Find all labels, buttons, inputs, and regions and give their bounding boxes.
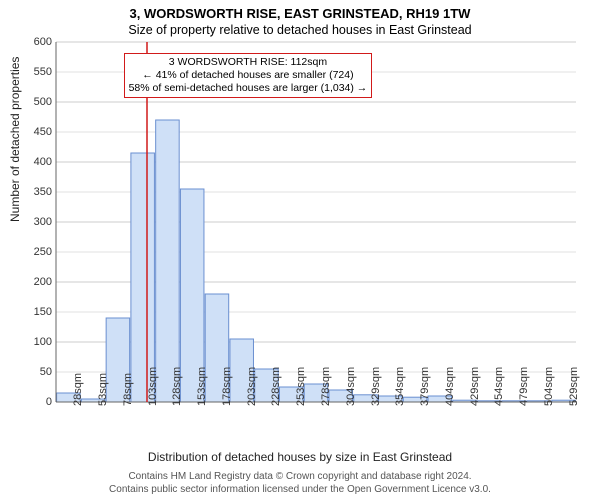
- x-tick-label: 354sqm: [394, 367, 406, 406]
- annotation-box: 3 WORDSWORTH RISE: 112sqm← 41% of detach…: [124, 53, 373, 98]
- plot-area: 3 WORDSWORTH RISE: 112sqm← 41% of detach…: [56, 42, 576, 402]
- y-tick-label: 300: [34, 216, 52, 228]
- attribution-line-2: Contains public sector information licen…: [109, 484, 491, 495]
- y-tick-label: 200: [34, 276, 52, 288]
- x-tick-label: 278sqm: [320, 367, 332, 406]
- x-tick-label: 504sqm: [543, 367, 555, 406]
- x-tick-label: 429sqm: [469, 367, 481, 406]
- annotation-line: ← 41% of detached houses are smaller (72…: [129, 69, 368, 82]
- y-tick-label: 0: [46, 396, 52, 408]
- y-tick-label: 600: [34, 36, 52, 48]
- y-tick-label: 400: [34, 156, 52, 168]
- y-tick-label: 450: [34, 126, 52, 138]
- x-tick-label: 454sqm: [493, 367, 505, 406]
- y-tick-label: 150: [34, 306, 52, 318]
- y-tick-label: 100: [34, 336, 52, 348]
- x-tick-label: 78sqm: [122, 373, 134, 406]
- x-tick-label: 203sqm: [246, 367, 258, 406]
- x-tick-label: 379sqm: [419, 367, 431, 406]
- chart-title-sub: Size of property relative to detached ho…: [0, 21, 600, 37]
- x-tick-label: 28sqm: [72, 373, 84, 406]
- x-tick-label: 103sqm: [147, 367, 159, 406]
- attribution-text: Contains HM Land Registry data © Crown c…: [0, 471, 600, 496]
- x-tick-label: 53sqm: [97, 373, 109, 406]
- y-tick-label: 50: [40, 366, 52, 378]
- y-tick-label: 550: [34, 66, 52, 78]
- x-tick-label: 479sqm: [518, 367, 530, 406]
- x-tick-label: 329sqm: [370, 367, 382, 406]
- x-tick-label: 153sqm: [196, 367, 208, 406]
- x-tick-label: 178sqm: [221, 367, 233, 406]
- x-tick-label: 304sqm: [345, 367, 357, 406]
- y-tick-label: 250: [34, 246, 52, 258]
- annotation-line: 58% of semi-detached houses are larger (…: [129, 82, 368, 95]
- histogram-bar: [131, 153, 155, 402]
- y-axis-label: Number of detached properties: [8, 57, 22, 222]
- x-tick-label: 404sqm: [444, 367, 456, 406]
- x-axis-label: Distribution of detached houses by size …: [0, 450, 600, 464]
- x-tick-label: 253sqm: [295, 367, 307, 406]
- y-tick-label: 350: [34, 186, 52, 198]
- histogram-bar: [156, 120, 180, 402]
- y-tick-label: 500: [34, 96, 52, 108]
- x-tick-label: 529sqm: [568, 367, 580, 406]
- attribution-line-1: Contains HM Land Registry data © Crown c…: [128, 471, 471, 482]
- annotation-line: 3 WORDSWORTH RISE: 112sqm: [129, 56, 368, 69]
- x-tick-label: 228sqm: [270, 367, 282, 406]
- x-tick-label: 128sqm: [171, 367, 183, 406]
- chart-container: 3, WORDSWORTH RISE, EAST GRINSTEAD, RH19…: [0, 0, 600, 500]
- chart-title-main: 3, WORDSWORTH RISE, EAST GRINSTEAD, RH19…: [0, 0, 600, 21]
